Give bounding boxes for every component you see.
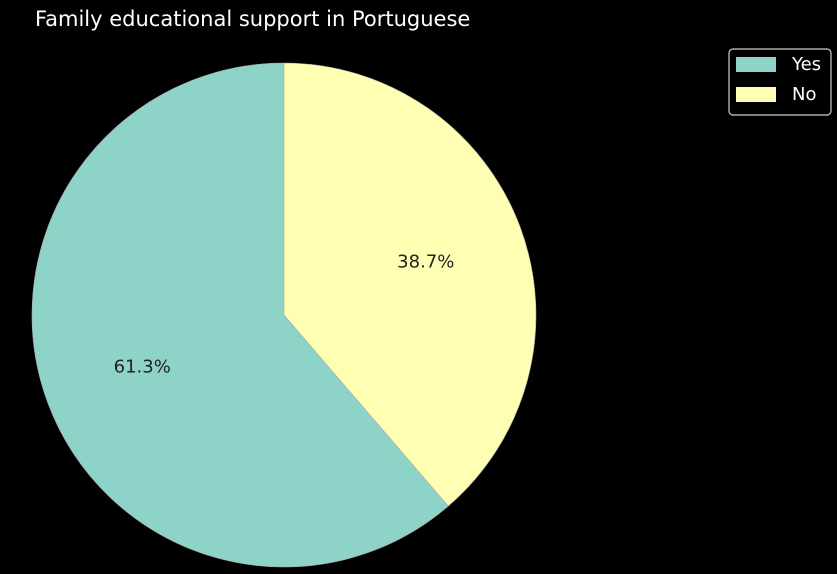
- legend: Yes No: [728, 48, 832, 116]
- pie-slice-yes: [31, 62, 449, 568]
- pie-label-yes: 61.3%: [114, 357, 171, 378]
- legend-swatch-yes: [736, 57, 776, 72]
- pie-slice-no: [283, 62, 537, 507]
- pie-percent-labels: 61.3% 38.7%: [114, 251, 455, 377]
- chart-title: Family educational support in Portuguese: [35, 7, 470, 31]
- legend-swatch-no: [736, 87, 776, 102]
- pie-label-no: 38.7%: [397, 251, 454, 272]
- pie-slices: [31, 62, 537, 568]
- legend-label-yes: Yes: [791, 54, 821, 75]
- legend-label-no: No: [792, 84, 816, 105]
